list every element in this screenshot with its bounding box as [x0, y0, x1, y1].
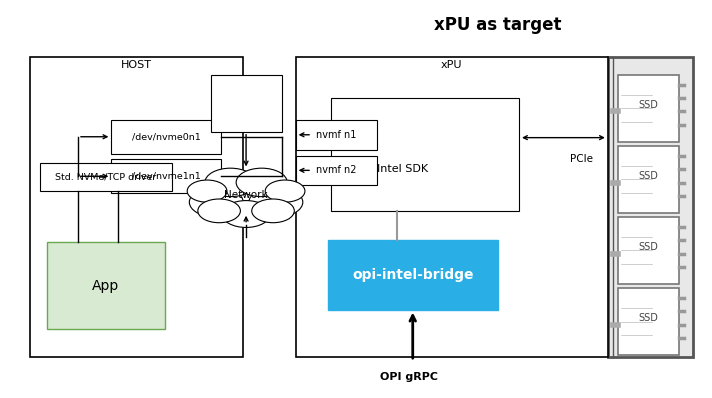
Circle shape	[252, 199, 294, 223]
Bar	[48, 242, 164, 330]
Bar	[111, 160, 221, 193]
Circle shape	[187, 180, 227, 202]
Text: PCIe: PCIe	[570, 154, 593, 164]
Circle shape	[249, 187, 303, 217]
Text: HOST: HOST	[120, 60, 152, 70]
Circle shape	[265, 180, 305, 202]
Text: xPU: xPU	[441, 60, 463, 70]
Circle shape	[198, 199, 241, 223]
Circle shape	[236, 168, 287, 197]
Circle shape	[187, 180, 227, 202]
Bar	[295, 57, 608, 357]
Bar	[111, 120, 221, 154]
Text: nvmf n1: nvmf n1	[316, 130, 357, 140]
Bar	[211, 74, 281, 132]
Circle shape	[222, 201, 270, 227]
Bar	[295, 120, 377, 150]
Circle shape	[198, 199, 241, 223]
Circle shape	[249, 187, 303, 217]
Text: SSD: SSD	[639, 313, 659, 323]
Circle shape	[252, 199, 294, 223]
Text: SSD: SSD	[639, 100, 659, 110]
Circle shape	[205, 168, 256, 197]
Circle shape	[209, 176, 283, 218]
Text: Network: Network	[224, 190, 268, 200]
Bar	[619, 146, 679, 213]
Text: Std. NVMe/TCP driver: Std. NVMe/TCP driver	[56, 173, 157, 182]
Text: Intel SDK: Intel SDK	[377, 164, 428, 174]
Bar	[328, 240, 498, 310]
Circle shape	[209, 176, 283, 218]
Text: opi-intel-bridge: opi-intel-bridge	[352, 268, 473, 282]
Text: App: App	[93, 279, 120, 293]
Circle shape	[189, 187, 244, 217]
Bar	[619, 217, 679, 284]
Bar	[331, 98, 519, 211]
Bar	[619, 74, 679, 142]
Text: /dev/nvme0n1: /dev/nvme0n1	[132, 132, 201, 141]
Bar	[608, 57, 693, 357]
Text: xPU as target: xPU as target	[434, 16, 562, 34]
Bar	[295, 156, 377, 185]
Circle shape	[236, 168, 287, 197]
Text: SSD: SSD	[639, 242, 659, 252]
Bar	[30, 57, 243, 357]
Circle shape	[189, 187, 244, 217]
Text: /dev/nvme1n1: /dev/nvme1n1	[132, 172, 201, 181]
Bar	[41, 164, 172, 191]
Text: OPI gRPC: OPI gRPC	[380, 372, 438, 382]
Circle shape	[265, 180, 305, 202]
Text: nvmf n2: nvmf n2	[316, 165, 357, 176]
Bar	[619, 288, 679, 355]
Circle shape	[205, 168, 256, 197]
Circle shape	[222, 201, 270, 227]
Text: SSD: SSD	[639, 171, 659, 181]
